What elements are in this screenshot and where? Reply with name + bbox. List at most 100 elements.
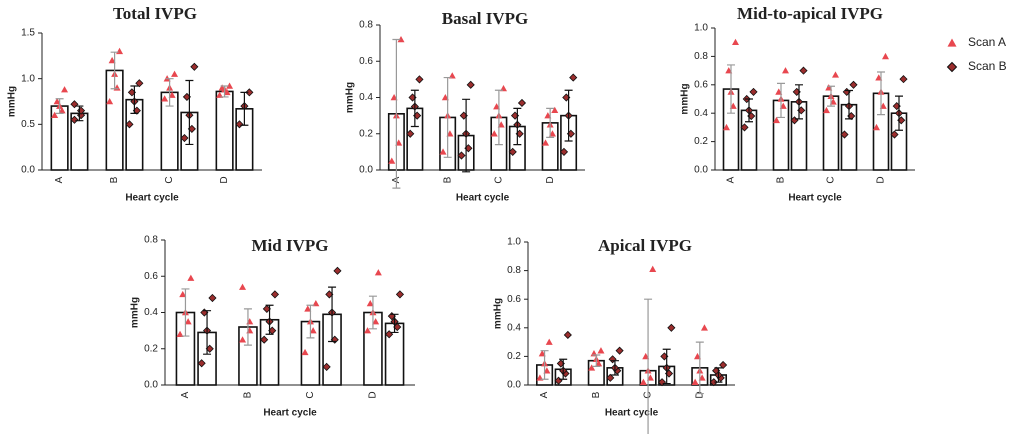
chart-title: Apical IVPG [598,236,692,255]
error-bar [540,350,549,380]
error-bar [559,358,568,380]
point [840,130,849,139]
x-tick-label: B [109,176,120,183]
point [304,305,312,312]
y-axis-label: mmHg [345,82,356,113]
point [773,116,780,124]
error-bar [265,304,274,335]
error-bar [443,76,452,158]
point [849,80,858,89]
error-bar [130,85,139,114]
error-bar [220,85,229,98]
point [270,290,280,299]
panel: Mid-to-apical IVPG 0.0 0.2 0.4 0.6 0.8 1.0 mmHg… [680,4,1007,204]
point [899,75,908,84]
x-axis-label: Heart cycle [456,193,510,204]
y-tick-label: 0.4 [507,322,521,333]
point [732,38,739,45]
point [799,66,808,75]
error-bar [777,82,785,119]
panel: Mid IVPG 0.0 0.2 0.4 0.6 0.8 mmHg Heart cycle A B… [130,235,415,419]
x-tick-label: D [219,176,230,183]
error-bar [895,95,903,131]
point [719,360,728,370]
panel: Apical IVPG 0.0 0.2 0.4 0.6 0.8 1.0 mmHg Heart c… [493,236,735,434]
error-bar [564,89,573,142]
point [457,151,466,160]
error-bar [877,71,885,116]
point [517,98,527,108]
y-tick-label: 0.0 [694,165,708,176]
point [108,56,116,64]
point [490,130,498,137]
y-tick-label: 0.2 [144,343,158,354]
point [168,91,176,98]
error-bar [845,89,853,120]
error-bar [110,51,119,90]
error-bar [203,310,212,355]
point [882,52,889,60]
error-bar [243,308,252,346]
point [187,274,195,281]
point [397,36,405,43]
point [508,147,517,156]
x-tick-label: D [876,176,887,183]
chart-title: Basal IVPG [442,9,528,28]
y-tick-label: 0.4 [144,307,158,318]
point [61,86,69,93]
point [161,95,169,102]
x-tick-label: C [494,176,505,183]
x-tick-label: C [826,176,837,183]
x-axis-label: Heart cycle [263,408,317,419]
legend-marker [946,61,958,73]
y-tick-label: 0.6 [144,271,158,282]
point [301,348,309,356]
y-tick-label: 0.0 [359,165,373,176]
error-bar [695,341,704,395]
point [667,323,676,332]
point [606,373,615,382]
point [545,338,553,345]
error-bar [592,354,601,368]
point [53,98,61,105]
y-tick-label: 0.0 [21,165,35,176]
point [180,133,189,143]
point [700,324,708,331]
x-tick-label: A [539,391,550,398]
panel: Total IVPG 0.0 0.5 1.0 1.5 mmHg Heart cycle A B C… [7,4,262,204]
point [709,378,718,387]
error-bar [368,295,377,330]
bar [822,95,840,171]
point [740,123,749,132]
point [615,346,624,355]
point [364,327,372,334]
point [466,80,475,89]
point [197,359,206,368]
point [70,115,79,124]
y-tick-label: 0.8 [507,265,521,276]
point [333,266,342,275]
y-tick-label: 0.4 [694,108,708,119]
x-tick-label: A [54,176,65,183]
y-axis-label: mmHg [680,83,691,114]
error-bar [328,286,337,343]
x-tick-label: B [591,391,602,398]
y-tick-label: 0.6 [507,294,521,305]
error-bar [513,107,522,146]
point [723,123,730,131]
chart-title: Mid-to-apical IVPG [737,4,883,23]
point [70,100,79,109]
y-tick-label: 0.4 [359,92,373,103]
error-bar [185,79,194,146]
point [184,318,192,325]
y-axis-label: mmHg [7,86,18,117]
error-bar [392,38,401,189]
point [260,335,269,344]
error-bar [714,367,723,383]
point [372,318,380,325]
point [563,330,572,340]
point [239,283,247,290]
x-tick-label: A [180,391,191,398]
point [832,71,839,78]
point [551,106,559,113]
